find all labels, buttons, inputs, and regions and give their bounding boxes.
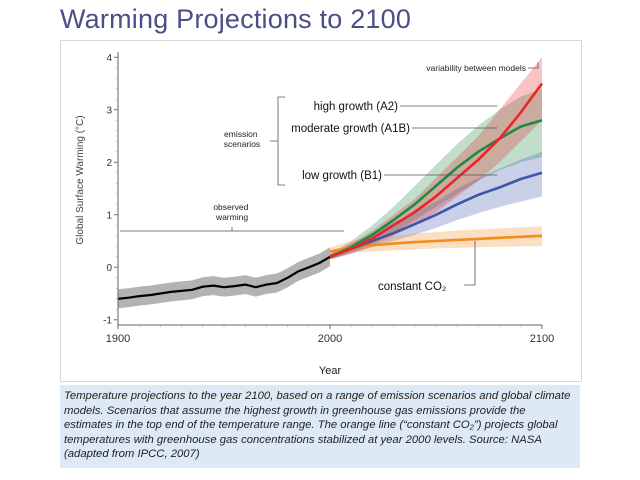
constant-co2-label: constant CO₂: [378, 281, 446, 293]
y-tick-label: -1: [103, 315, 112, 326]
x-tick-label: 2100: [530, 333, 554, 345]
y-tick-label: 4: [106, 53, 112, 64]
uncertainty-bands: [118, 57, 542, 309]
x-axis-title: Year: [319, 365, 342, 377]
high-label: high growth (A2): [314, 101, 399, 113]
moderate-label: moderate growth (A1B): [291, 123, 410, 135]
series-labels: high growth (A2) moderate growth (A1B) low…: [291, 101, 498, 293]
y-tick-label: 2: [106, 158, 112, 169]
y-axis-title: Global Surface Warming (°C): [75, 115, 86, 244]
low-line: [329, 171, 543, 259]
ticks: -1 0 1 2 3 4 1900 2000 2100: [103, 53, 554, 345]
observed-warming-label: observed warming: [213, 202, 250, 222]
constant-line: [329, 234, 543, 253]
observed-warming-band: [118, 247, 330, 309]
observed-warming-bracket: [120, 227, 344, 232]
annotations: [120, 62, 539, 286]
series-lines: [117, 82, 544, 300]
y-tick-label: 1: [106, 210, 112, 221]
moderate-line: [329, 118, 543, 258]
y-tick-label: 3: [106, 105, 112, 116]
constant-co2-leader-line: [464, 241, 476, 286]
x-tick-label: 2000: [318, 333, 342, 345]
x-tick-label: 1900: [106, 333, 130, 345]
emission-scenarios-bracket: [270, 96, 285, 186]
figure-caption: Temperature projections to the year 2100…: [60, 385, 580, 468]
y-tick-label: 0: [106, 263, 112, 274]
warming-chart: -1 0 1 2 3 4 1900 2000 2100 variability between …: [75, 52, 554, 377]
observed-line: [117, 255, 331, 300]
chart-title: Warming Projections to 2100: [60, 4, 412, 34]
low-label: low growth (B1): [302, 170, 382, 182]
variability-label: variability between models: [426, 63, 526, 73]
moderate-band: [330, 88, 542, 260]
variability-leader-line: [528, 62, 539, 69]
emission-scenarios-label: emission scenarios: [224, 129, 260, 149]
high-line: [329, 82, 544, 259]
high-band: [330, 57, 542, 260]
